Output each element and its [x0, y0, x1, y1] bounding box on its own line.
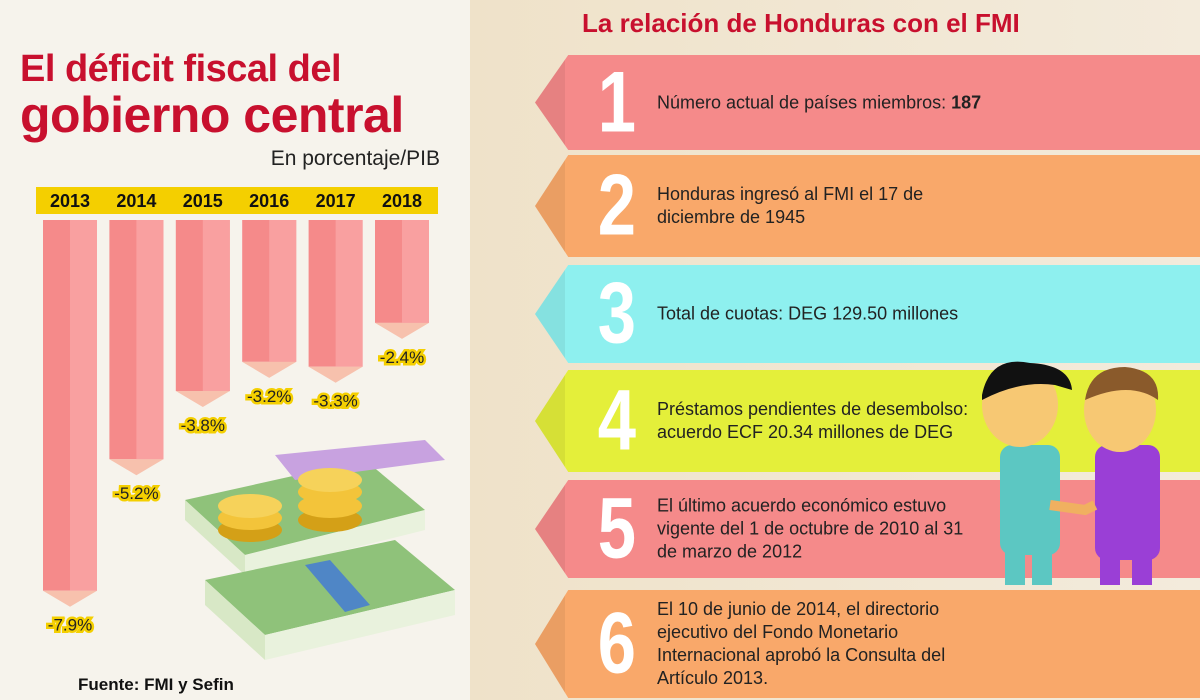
bar-highlight [70, 220, 97, 591]
year-label: 2018 [381, 191, 423, 211]
gold-coins-icon [218, 468, 362, 542]
chart-source: Fuente: FMI y Sefin [78, 675, 234, 694]
chart-title-line1: El déficit fiscal del [20, 48, 342, 90]
bar-value-label: -7.9% [48, 616, 92, 635]
fact-item-6: 6 El 10 de junio de 2014, el directorio … [535, 590, 1200, 698]
bar-value-label: -3.8% [181, 416, 225, 435]
bar-2013: -7.9% [43, 220, 97, 637]
fact-bold-value: 187 [951, 92, 982, 112]
bar-tip [242, 361, 297, 378]
year-label: 2016 [249, 191, 290, 211]
fact-number: 4 [597, 372, 637, 469]
fact-text: Número actual de países miembros: 187 [657, 92, 982, 112]
fact-number: 2 [597, 157, 637, 254]
fact-text: Préstamos pendientes de desembolso: acue… [657, 399, 969, 442]
fact-item-3: 3 Total de cuotas: DEG 129.50 millones [535, 265, 1200, 363]
year-label: 2015 [182, 191, 223, 211]
fact-number: 3 [597, 265, 637, 362]
panel-title: La relación de Honduras con el FMI [582, 8, 1020, 38]
bar-chart: -7.9% -5.2% -3.8% -3.2% -3.3% -2.4% [43, 220, 429, 637]
fact-text: Honduras ingresó al FMI el 17 de diciemb… [657, 184, 924, 227]
year-label: 2014 [116, 191, 157, 211]
bar-2018: -2.4% [375, 220, 429, 369]
bar-tip [43, 590, 97, 607]
bar-2016: -3.2% [242, 220, 297, 408]
handshake-businessmen-icon [982, 361, 1160, 585]
fact-number: 6 [597, 595, 637, 692]
chart-title-line2: gobierno central [20, 87, 404, 143]
bar-highlight [402, 220, 429, 323]
fact-number: 5 [597, 480, 637, 577]
bar-tip [375, 322, 429, 339]
bar-value-label: -2.4% [380, 348, 424, 367]
money-stack-icon [185, 440, 455, 660]
chart-subtitle: En porcentaje/PIB [270, 147, 440, 170]
bar-highlight [202, 220, 230, 392]
bar-2017: -3.3% [308, 220, 363, 413]
fact-item-2: 2 Honduras ingresó al FMI el 17 de dicie… [535, 155, 1200, 257]
bar-tip [109, 459, 164, 476]
bar-tip [308, 366, 363, 383]
bar-highlight [335, 220, 363, 367]
fact-text: El 10 de junio de 2014, el directorio ej… [657, 599, 946, 688]
bar-highlight [136, 220, 164, 460]
year-label-strip [36, 187, 438, 214]
bar-highlight [269, 220, 297, 362]
bar-tip [175, 391, 230, 408]
bar-2015: -3.8% [175, 220, 230, 438]
fact-item-5: 5 El último acuerdo económico estuvo vig… [535, 480, 1200, 578]
deficit-chart-panel: El déficit fiscal del gobierno central E… [0, 0, 470, 700]
bar-2014: -5.2% [109, 220, 164, 506]
bar-value-label: -5.2% [114, 484, 158, 503]
fact-text: Total de cuotas: DEG 129.50 millones [657, 303, 959, 324]
year-label: 2017 [315, 191, 356, 211]
fact-number: 1 [597, 54, 637, 150]
year-label: 2013 [49, 191, 91, 211]
fact-item-1: 1 Número actual de países miembros: 187 [535, 55, 1200, 150]
fact-text: El último acuerdo económico estuvo vigen… [657, 495, 964, 562]
bar-value-label: -3.2% [247, 387, 291, 406]
bar-value-label: -3.3% [313, 392, 357, 411]
